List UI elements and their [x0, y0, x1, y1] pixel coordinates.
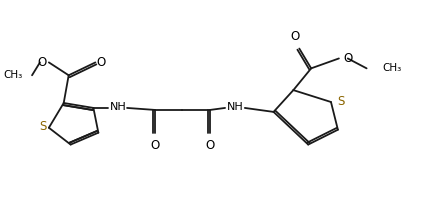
- Text: S: S: [39, 120, 47, 133]
- Text: O: O: [150, 139, 159, 152]
- Text: NH: NH: [110, 102, 127, 112]
- Text: CH₃: CH₃: [382, 63, 402, 73]
- Text: O: O: [97, 56, 106, 69]
- Text: O: O: [37, 56, 47, 69]
- Text: CH₃: CH₃: [3, 70, 22, 80]
- Text: S: S: [337, 94, 344, 108]
- Text: O: O: [344, 52, 353, 65]
- Text: NH: NH: [227, 102, 244, 112]
- Text: O: O: [206, 139, 215, 152]
- Text: O: O: [291, 30, 300, 43]
